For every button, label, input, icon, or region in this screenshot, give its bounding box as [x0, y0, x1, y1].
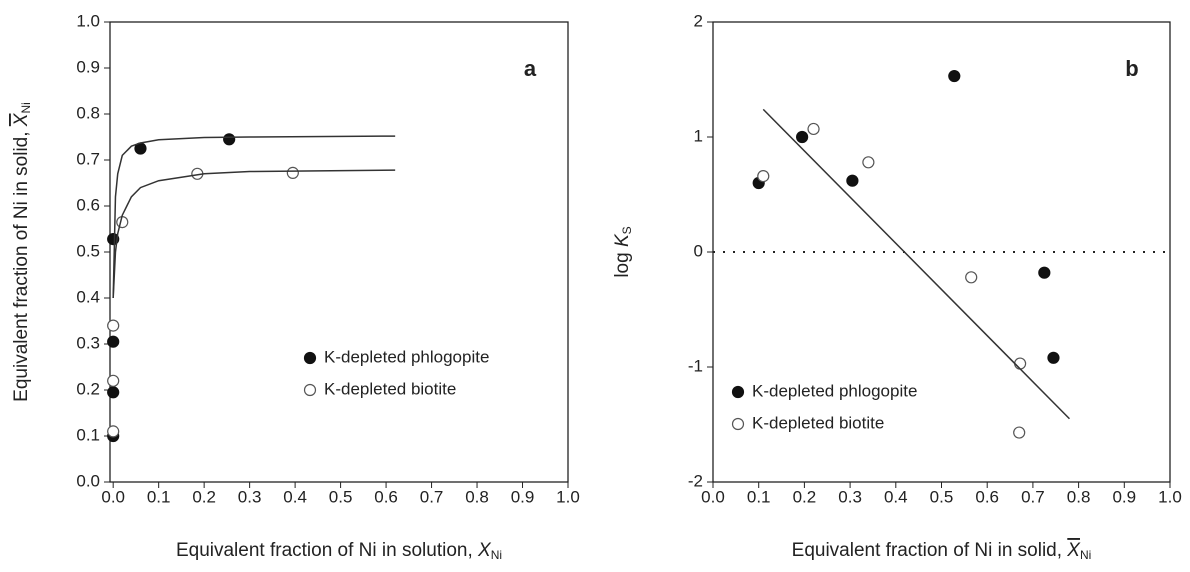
data-point	[107, 233, 120, 246]
x-tick-label: 0.7	[1021, 487, 1045, 506]
x-tick-label: 0.7	[420, 487, 444, 506]
xlabel-title: Equivalent fraction of Ni in solution, X…	[176, 540, 502, 562]
data-point	[107, 425, 120, 438]
y-tick-label: -2	[688, 471, 703, 490]
data-point	[862, 156, 875, 169]
data-point	[1013, 426, 1026, 439]
fit-line	[762, 108, 1070, 420]
legend-label: K-depleted biotite	[324, 379, 456, 398]
ylabel-title-var: X	[11, 112, 32, 127]
y-tick-label: 0	[694, 241, 703, 260]
legend-marker	[303, 383, 317, 397]
ylabel-title: log KS	[612, 226, 634, 277]
x-tick-label: 0.3	[238, 487, 262, 506]
legend-label: K-depleted phlogopite	[324, 347, 489, 366]
x-tick-label: 0.0	[701, 487, 725, 506]
data-point	[223, 133, 236, 146]
data-point	[807, 122, 820, 136]
ylabel-title-sub: Ni	[19, 102, 33, 113]
y-tick-label: -1	[688, 356, 703, 375]
x-tick-label: 0.9	[1112, 487, 1136, 506]
y-tick-label: 0.9	[76, 57, 100, 76]
data-point	[948, 69, 961, 83]
data-point	[286, 166, 299, 179]
x-tick-label: 1.0	[1158, 487, 1182, 506]
ylabel-title-sub: S	[620, 226, 634, 234]
chart-panel: 0.0 0.1 0.2 0.3 0.4 0.5 0.6 0.7 0.8 0.9 1.0 0.0 0.1 0…	[11, 11, 580, 562]
xlabel-title-sub: Ni	[491, 548, 502, 562]
data-point	[107, 374, 120, 387]
data-point	[107, 386, 120, 399]
x-tick-label: 0.2	[793, 487, 817, 506]
panel-label: b	[1125, 56, 1138, 81]
x-tick-label: 0.9	[511, 487, 535, 506]
xlabel-title-text: Equivalent fraction of Ni in solution,	[176, 540, 478, 561]
x-tick-label: 0.6	[374, 487, 398, 506]
legend-marker	[731, 385, 745, 399]
legend-label: K-depleted phlogopite	[752, 381, 917, 400]
y-tick-label: 0.0	[76, 471, 100, 490]
y-tick-label: 2	[694, 11, 703, 30]
y-tick-label: 1.0	[76, 11, 100, 30]
ylabel-title-var: K	[612, 233, 633, 247]
x-tick-label: 0.4	[283, 487, 307, 506]
data-point	[107, 335, 120, 348]
ylabel-title-text: log	[612, 247, 633, 278]
x-tick-label: 0.1	[147, 487, 171, 506]
legend-label: K-depleted biotite	[752, 413, 884, 432]
x-tick-label: 1.0	[556, 487, 580, 506]
panel-label: a	[524, 56, 537, 81]
y-tick-label: 0.3	[76, 333, 100, 352]
plot-frame	[109, 21, 569, 483]
y-tick-label: 1	[694, 126, 703, 145]
data-point	[1047, 351, 1060, 364]
x-tick-label: 0.0	[101, 487, 125, 506]
chart-panel: 0.0 0.1 0.2 0.3 0.4 0.5 0.6 0.7 0.8 0.9 1.0 -2 -1 0 1 2…	[612, 11, 1182, 562]
y-tick-label: 0.2	[76, 379, 100, 398]
y-tick-label: 0.7	[76, 149, 100, 168]
data-point	[846, 174, 859, 187]
xlabel-title-var: X	[1066, 540, 1081, 561]
x-tick-label: 0.5	[930, 487, 954, 506]
fit-line	[112, 135, 396, 299]
y-tick-label: 0.5	[76, 241, 100, 260]
x-tick-label: 0.1	[747, 487, 771, 506]
fit-line	[112, 169, 396, 299]
data-point	[757, 170, 770, 183]
ylabel-title: Equivalent fraction of Ni in solid, XNi	[11, 102, 33, 402]
data-point	[796, 130, 809, 144]
x-tick-label: 0.4	[884, 487, 908, 506]
y-tick-label: 0.8	[76, 103, 100, 122]
x-tick-label: 0.2	[192, 487, 216, 506]
y-tick-label: 0.1	[76, 425, 100, 444]
x-tick-label: 0.5	[329, 487, 353, 506]
xlabel-title-sub: Ni	[1080, 548, 1091, 562]
x-tick-label: 0.6	[975, 487, 999, 506]
data-point	[1038, 266, 1051, 279]
x-tick-label: 0.8	[465, 487, 489, 506]
x-tick-label: 0.8	[1067, 487, 1091, 506]
xlabel-title-text: Equivalent fraction of Ni in solid,	[792, 540, 1068, 561]
ylabel-title-text: Equivalent fraction of Ni in solid,	[11, 126, 32, 402]
legend-marker	[303, 351, 317, 365]
data-point	[1014, 357, 1027, 370]
y-tick-label: 0.4	[76, 287, 100, 306]
y-tick-label: 0.6	[76, 195, 100, 214]
x-tick-label: 0.3	[838, 487, 862, 506]
xlabel-title-var: X	[477, 540, 492, 561]
legend-marker	[731, 417, 745, 431]
data-point	[107, 319, 120, 332]
xlabel-title: Equivalent fraction of Ni in solid, XNi	[792, 540, 1092, 562]
data-point	[965, 271, 978, 284]
